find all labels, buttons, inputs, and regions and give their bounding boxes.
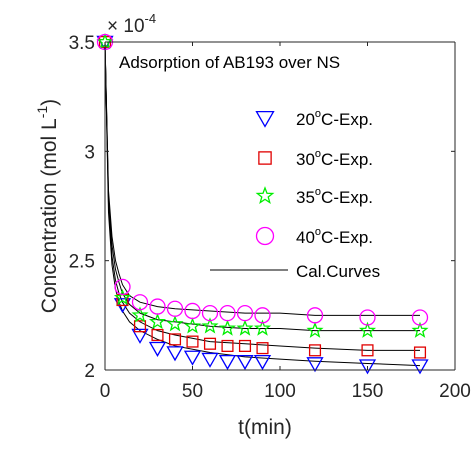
- data-point-s3-2: [131, 306, 149, 323]
- y-tick-label: 2: [84, 361, 95, 382]
- axes: [104, 41, 456, 371]
- legend-label-degree: o: [315, 226, 321, 238]
- y-axis-label: Concentration (mol L-1): [34, 99, 61, 313]
- legend-label-4: 40oC-Exp.: [296, 226, 373, 247]
- data-point-s3-8: [236, 319, 254, 336]
- x-tick-label: 200: [439, 381, 471, 402]
- data-point-s2-2: [133, 320, 147, 333]
- data-point-s4-11: [359, 309, 376, 326]
- data-point-s2-5: [186, 335, 199, 348]
- x-tick-label: 50: [182, 381, 203, 402]
- data-point-s1-11: [358, 359, 377, 375]
- data-point-s1-12: [411, 359, 429, 375]
- y-label-tail: ): [38, 99, 61, 106]
- legend-label-tail: C-Exp.: [321, 150, 373, 169]
- data-point-s4-12: [411, 309, 429, 326]
- data-point-s2-7: [221, 339, 234, 352]
- y-multiplier-exp: -4: [145, 11, 157, 26]
- legend-label-cal-curves: Cal.Curves: [296, 262, 380, 281]
- data-point-s4-10: [306, 307, 324, 324]
- data-point-s1-10: [306, 357, 324, 373]
- data-point-s4-8: [236, 304, 254, 322]
- data-point-s4-3: [149, 298, 166, 315]
- data-point-s3-5: [183, 317, 202, 334]
- legend: 20oC-Exp.30oC-Exp.35oC-Exp.40oC-Exp.Cal.…: [210, 108, 380, 281]
- data-point-s1-5: [183, 350, 202, 366]
- x-tick-label: 0: [100, 381, 111, 402]
- data-point-s3-10: [306, 321, 324, 338]
- data-point-s4-4: [166, 300, 184, 317]
- chart-title: Adsorption of AB193 over NS: [119, 53, 340, 72]
- y-tick-label: 2.5: [69, 252, 95, 273]
- y-tick-label: 3: [84, 142, 95, 163]
- legend-marker-2: [258, 151, 272, 165]
- y-axis-multiplier: × 10-4: [107, 11, 156, 37]
- tick-labels: 0 50 100 150 200 2 2.5 3 3.5: [69, 33, 471, 402]
- data-markers: [96, 33, 429, 375]
- legend-label-temp: 20: [296, 110, 315, 129]
- data-point-s2-10: [308, 344, 322, 357]
- fit-curve-3: [104, 41, 420, 332]
- x-tick-label: 100: [264, 381, 296, 402]
- y-tick-label: 3.5: [69, 33, 95, 54]
- fit-curve-2: [104, 41, 420, 351]
- legend-label-tail: C-Exp.: [321, 228, 373, 247]
- legend-label-temp: 35: [296, 188, 315, 207]
- plot-background: [105, 42, 455, 370]
- data-point-s4-9: [254, 307, 271, 324]
- legend-label-1: 20oC-Exp.: [296, 108, 373, 129]
- legend-label-degree: o: [315, 108, 321, 120]
- data-point-s1-2: [131, 328, 149, 344]
- data-point-s3-1: [113, 288, 132, 306]
- data-point-s2-6: [203, 337, 217, 350]
- data-point-s4-2: [131, 294, 149, 311]
- legend-label-degree: o: [315, 186, 321, 198]
- y-label-sup: -1: [34, 106, 50, 119]
- data-point-s3-7: [218, 319, 237, 336]
- data-point-s3-9: [253, 319, 272, 336]
- y-label-main: Concentration (mol L: [38, 118, 61, 313]
- legend-label-degree: o: [315, 148, 321, 160]
- data-point-s1-3: [148, 341, 167, 357]
- fit-curve-4: [104, 41, 420, 316]
- legend-marker-4: [255, 226, 275, 246]
- fit-curves: [104, 41, 421, 367]
- data-point-s3-3: [148, 312, 167, 330]
- legend-marker-1: [255, 110, 275, 128]
- x-tick-label: 150: [352, 381, 384, 402]
- data-point-s1-4: [166, 346, 184, 362]
- data-point-s2-9: [256, 342, 269, 355]
- legend-label-temp: 40: [296, 228, 315, 247]
- data-point-s1-9: [253, 354, 272, 371]
- data-point-s1-8: [236, 354, 254, 371]
- data-point-s1-7: [218, 354, 237, 371]
- data-point-s3-6: [201, 317, 219, 334]
- data-point-s3-11: [358, 321, 377, 338]
- data-point-s4-7: [219, 304, 236, 322]
- data-point-s3-12: [411, 321, 429, 338]
- legend-label-2: 30oC-Exp.: [296, 148, 373, 169]
- plot-area: [105, 42, 455, 370]
- data-point-s4-1: [114, 278, 131, 296]
- data-point-s4-6: [201, 304, 219, 322]
- data-point-s3-4: [166, 315, 184, 332]
- legend-label-3: 35oC-Exp.: [296, 186, 373, 207]
- data-point-s4-5: [184, 302, 201, 320]
- data-point-s2-12: [413, 346, 427, 359]
- data-point-s2-11: [361, 344, 374, 357]
- data-point-s2-3: [151, 328, 164, 342]
- data-point-s2-8: [238, 339, 252, 352]
- legend-label-tail: C-Exp.: [321, 110, 373, 129]
- data-point-s2-4: [168, 333, 182, 346]
- legend-marker-3: [255, 186, 275, 205]
- x-axis-label: t(min): [238, 416, 292, 439]
- y-multiplier-base: × 10: [107, 16, 145, 37]
- fit-curve-1: [104, 41, 421, 367]
- legend-label-temp: 30: [296, 150, 315, 169]
- data-point-s1-6: [201, 352, 219, 368]
- legend-label-tail: C-Exp.: [321, 188, 373, 207]
